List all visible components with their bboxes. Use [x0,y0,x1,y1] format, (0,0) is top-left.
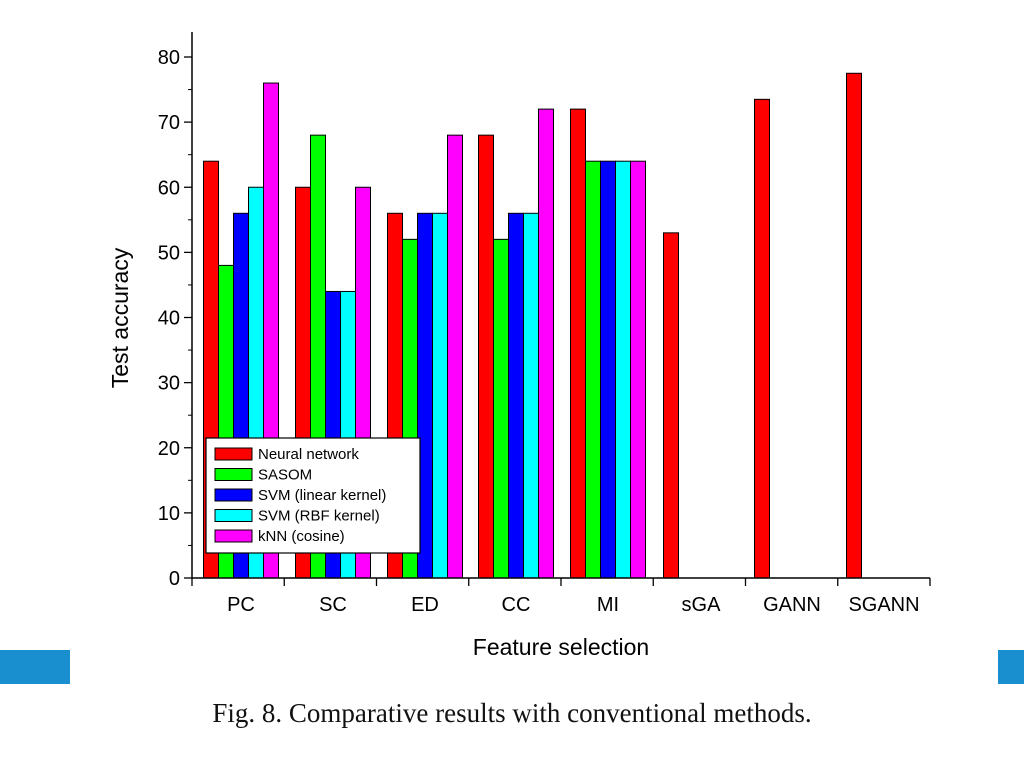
x-tick-label-sgann: SGANN [848,594,919,616]
bar-neural-network-sgann [846,72,862,579]
bar-svm-rbf-kernel--cc [523,212,539,579]
y-tick-label: 30 [158,373,180,395]
legend-swatch-neural-network [214,447,253,461]
bar-neural-network-gann [754,98,770,579]
bar-neural-network-sga [663,232,679,579]
y-tick-label: 10 [158,503,180,525]
bar-sasom-cc [493,238,509,579]
right-blue-bar [998,650,1024,684]
legend-label-neural-network: Neural network [258,446,359,463]
x-tick-label-cc: CC [502,594,531,616]
legend-label-knn-cosine-: kNN (cosine) [258,528,345,545]
bar-sasom-mi [585,160,601,579]
y-tick-label: 40 [158,308,180,330]
legend-swatch-svm-linear-kernel- [214,488,253,502]
legend-swatch-svm-rbf-kernel- [214,509,253,522]
figure-caption: Fig. 8. Comparative results with convent… [212,698,812,728]
legend-label-svm-rbf-kernel-: SVM (RBF kernel) [258,508,380,525]
y-tick-label: 20 [158,438,180,460]
bar-svm-rbf-kernel--ed [432,212,448,579]
x-tick-label-pc: PC [227,594,255,616]
bar-neural-network-cc [478,134,494,579]
x-tick-label-mi: MI [597,594,619,616]
legend: Neural network SASOM SVM (linear kernel) SV… [205,437,421,554]
bar-knn-cosine--cc [538,108,554,579]
bar-svm-linear-kernel--cc [508,212,524,579]
legend-swatch-sasom [214,468,253,481]
bar-knn-cosine--mi [630,160,646,579]
legend-label-svm-linear-kernel-: SVM (linear kernel) [258,487,386,504]
left-blue-bar [0,650,70,684]
x-axis-label: Feature selection [473,634,649,660]
bar-svm-rbf-kernel--mi [615,160,631,579]
y-axis-label: Test accuracy [107,247,133,388]
y-tick-label: 70 [158,112,180,134]
x-tick-label-sga: sGA [682,594,722,616]
y-tick-label: 50 [158,242,180,264]
x-tick-label-gann: GANN [763,594,821,616]
bar-knn-cosine--ed [447,134,463,579]
x-tick-label-ed: ED [411,594,439,616]
y-tick-label: 0 [169,568,180,590]
y-tick-label: 60 [158,177,180,199]
x-tick-label-sc: SC [319,594,347,616]
bar-neural-network-mi [570,108,586,579]
legend-label-sasom: SASOM [258,467,312,484]
y-tick-label: 80 [158,47,180,69]
bar-svm-linear-kernel--mi [600,160,616,579]
legend-swatch-knn-cosine- [214,529,253,543]
